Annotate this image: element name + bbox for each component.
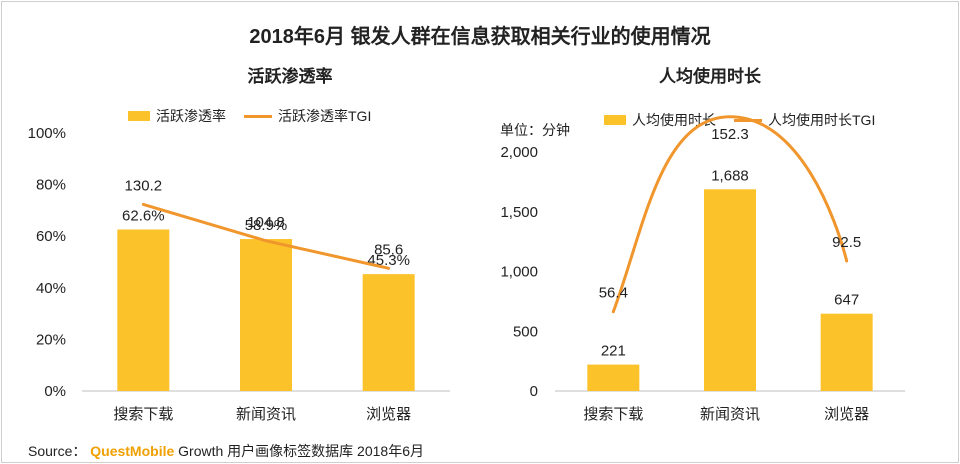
left-ytick-label: 20% [36, 331, 66, 348]
source-rest: Growth 用户画像标签数据库 2018年6月 [178, 443, 424, 459]
right-legend: 人均使用时长 人均使用时长TGI [604, 110, 893, 130]
left-ytick-label: 60% [36, 228, 66, 245]
right-chart-title: 人均使用时长 [659, 67, 761, 86]
right-legend-bar-item: 人均使用时长 [604, 110, 716, 130]
right-legend-bar-label: 人均使用时长 [632, 112, 716, 128]
left-legend-line-swatch [244, 114, 272, 118]
left-tgi-data-label: 104.8 [247, 214, 285, 231]
left-bar-data-label: 58.9% [245, 217, 288, 234]
left-chart-title: 活跃渗透率 [247, 67, 333, 86]
left-ytick-label: 100% [28, 125, 66, 142]
left-ytick-label: 40% [36, 280, 66, 297]
right-legend-bar-swatch [604, 115, 626, 125]
left-ytick-label: 80% [36, 177, 66, 194]
left-bar [362, 274, 415, 391]
left-xtick-label: 新闻资讯 [236, 406, 296, 423]
left-legend-line-label: 活跃渗透率TGI [278, 108, 372, 124]
left-ytick-label: 0% [44, 383, 66, 400]
left-legend-bar-label: 活跃渗透率 [156, 108, 226, 124]
left-tgi-data-label: 85.6 [374, 241, 403, 258]
left-bar [117, 229, 170, 391]
left-legend-line-item: 活跃渗透率TGI [244, 106, 371, 126]
left-bar [240, 239, 292, 391]
right-unit-label: 单位：分钟 [500, 122, 570, 138]
left-legend-bar-swatch [128, 111, 150, 121]
left-chart-plot: 0%20%40%60%80%100%62.6%58.9%45.3%搜索下载 新闻资… [28, 125, 450, 423]
main-title: 2018年6月 银发人群在信息获取相关行业的使用情况 [249, 26, 711, 48]
right-legend-line-swatch [734, 118, 762, 122]
left-tgi-line [141, 202, 391, 270]
source-prefix: Source： [28, 443, 87, 459]
source-note: Source： QuestMobile Growth 用户画像标签数据库 201… [28, 441, 424, 461]
left-legend: 活跃渗透率 活跃渗透率TGI [128, 106, 389, 126]
right-legend-line-label: 人均使用时长TGI [768, 112, 876, 128]
left-xtick-label: 搜索下载 [113, 406, 173, 423]
left-xtick-label: 浏览器 [366, 406, 411, 423]
left-tgi-data-label: 130.2 [125, 177, 163, 194]
right-legend-line-item: 人均使用时长TGI [734, 110, 875, 130]
source-brand-logo: QuestMobile [90, 443, 175, 459]
left-legend-bar-item: 活跃渗透率 [128, 106, 226, 126]
left-bar-data-label: 62.6% [122, 207, 165, 224]
